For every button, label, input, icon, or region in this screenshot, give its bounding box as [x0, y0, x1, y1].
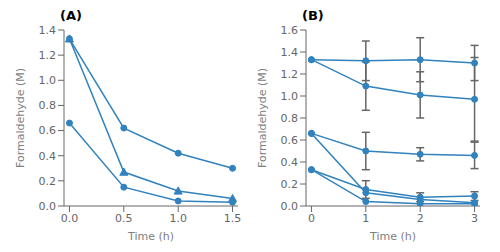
html-text:(A): (A) — [60, 8, 82, 23]
svg-text:3: 3 — [471, 212, 478, 225]
svg-text:Formaldehyde (M): Formaldehyde (M) — [256, 68, 269, 168]
svg-text:Formaldehyde (M): Formaldehyde (M) — [14, 68, 27, 168]
svg-text:0.4: 0.4 — [39, 150, 57, 163]
svg-text:0: 0 — [308, 212, 315, 225]
svg-text:0.8: 0.8 — [39, 99, 57, 112]
svg-text:1.0: 1.0 — [39, 74, 57, 87]
svg-text:1.4: 1.4 — [281, 46, 299, 59]
svg-text:1.0: 1.0 — [169, 212, 187, 225]
svg-text:1.2: 1.2 — [39, 49, 57, 62]
svg-text:0.2: 0.2 — [39, 175, 57, 188]
svg-text:0.8: 0.8 — [281, 112, 299, 125]
svg-text:0.5: 0.5 — [115, 212, 133, 225]
svg-text:0.4: 0.4 — [281, 156, 299, 169]
svg-text:0.2: 0.2 — [281, 178, 299, 191]
svg-text:1.4: 1.4 — [39, 24, 57, 37]
svg-text:1: 1 — [362, 212, 369, 225]
svg-text:Time (h): Time (h) — [127, 230, 174, 243]
svg-text:1.0: 1.0 — [281, 90, 299, 103]
html-text:(B): (B) — [302, 8, 324, 23]
svg-text:2: 2 — [417, 212, 424, 225]
svg-text:Time (h): Time (h) — [369, 230, 416, 243]
svg-text:1.5: 1.5 — [224, 212, 242, 225]
svg-text:0.0: 0.0 — [281, 200, 299, 213]
svg-text:1.6: 1.6 — [281, 24, 299, 37]
svg-text:0.6: 0.6 — [281, 134, 299, 147]
svg-text:0.0: 0.0 — [39, 200, 57, 213]
svg-text:1.2: 1.2 — [281, 68, 299, 81]
svg-text:0.0: 0.0 — [61, 212, 79, 225]
svg-text:0.6: 0.6 — [39, 124, 57, 137]
